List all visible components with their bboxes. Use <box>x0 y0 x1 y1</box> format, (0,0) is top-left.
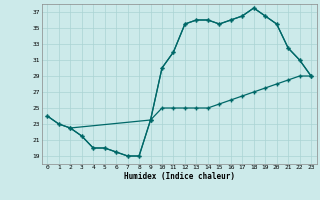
X-axis label: Humidex (Indice chaleur): Humidex (Indice chaleur) <box>124 172 235 181</box>
